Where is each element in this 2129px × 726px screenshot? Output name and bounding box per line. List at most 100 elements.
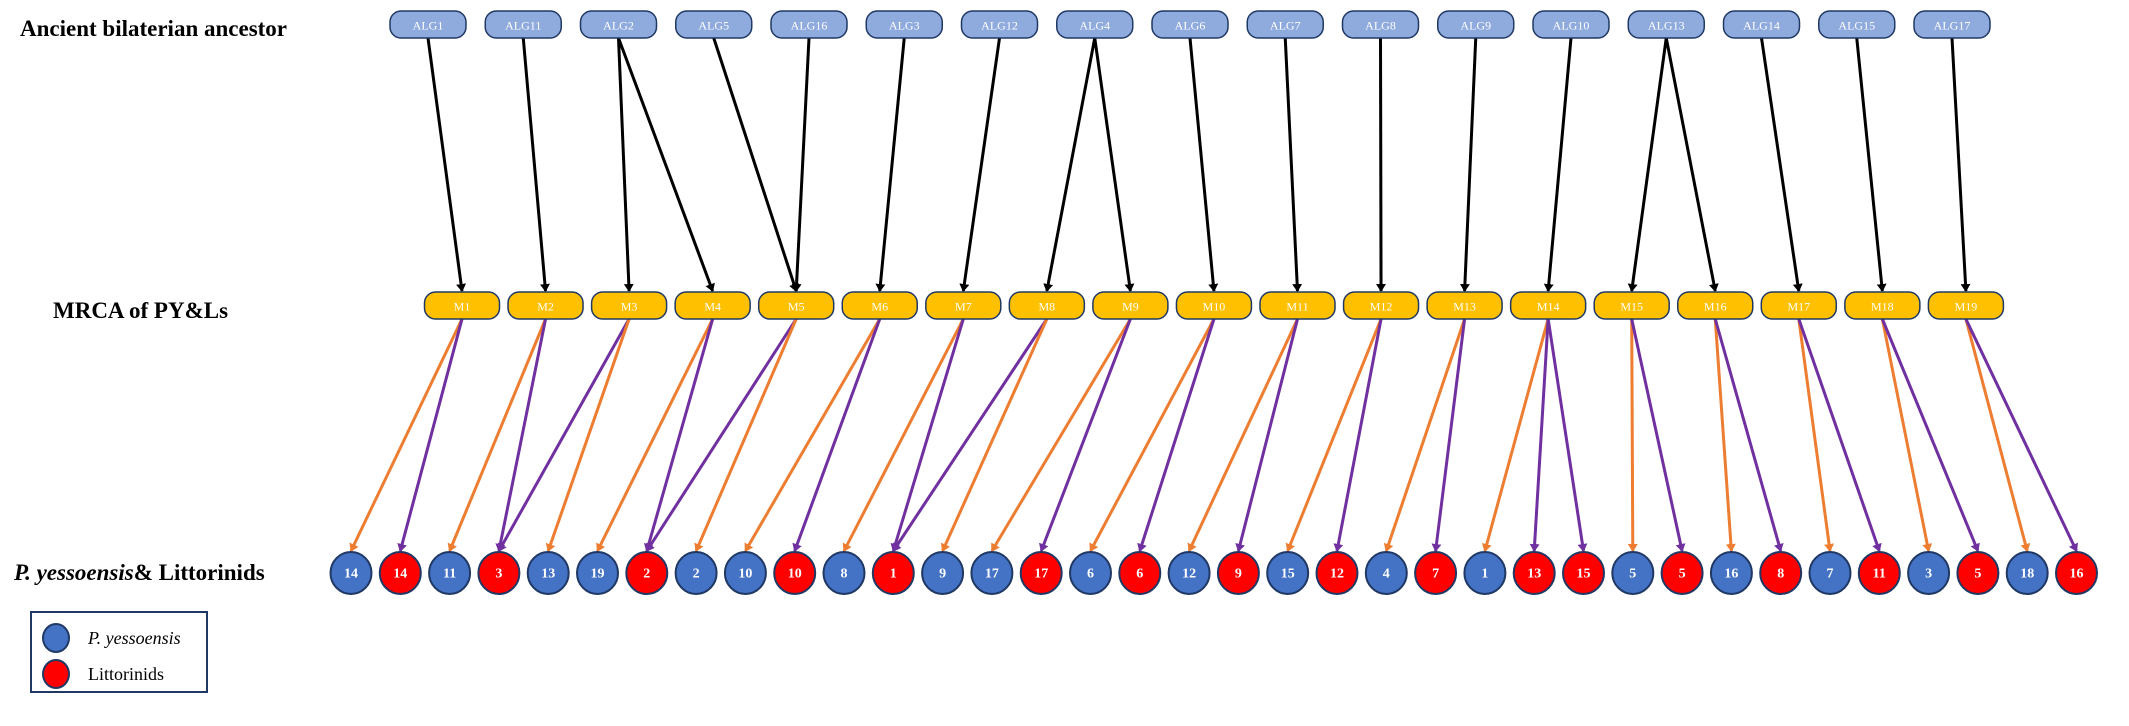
chromosome-circle: [625, 551, 669, 595]
alg-node-alg8: ALG8: [1341, 10, 1420, 39]
alg-node-label: ALG8: [1365, 19, 1396, 33]
chromosome-circle: [970, 551, 1014, 595]
mrca-node-m16: M16: [1677, 291, 1754, 320]
mrca-node-box: [1175, 291, 1253, 320]
mrca-node-label: M18: [1871, 300, 1894, 314]
chromosome-circle: [2005, 551, 2049, 595]
alg-node-alg11: ALG11: [484, 10, 562, 39]
chromosome-circle: [1216, 551, 1260, 595]
p-yessoensis-chromosome-8: 8: [822, 551, 866, 595]
mrca-node-box: [1259, 291, 1336, 320]
edge-M11-chr-17: [1187, 318, 1299, 552]
alg-node-label: ALG9: [1460, 19, 1491, 33]
alg-node-alg6: ALG6: [1151, 10, 1229, 39]
mrca-node-m2: M2: [507, 291, 584, 320]
alg-node-label: ALG3: [889, 19, 920, 33]
alg-node-label: ALG4: [1079, 19, 1110, 33]
chromosome-circle: [1315, 551, 1359, 595]
chromosome-label: 8: [841, 567, 848, 582]
alg-node-box: [675, 10, 753, 39]
edge-ALG12-M7: [959, 37, 1001, 292]
p-yessoensis-chromosome-12: 12: [1167, 551, 1211, 595]
edge-M18-chr-32: [1880, 318, 1933, 552]
littorinid-chromosome-2: 2: [625, 551, 669, 595]
mrca-node-m7: M7: [925, 291, 1002, 320]
edge-M15-chr-26: [1627, 318, 1638, 552]
littorinid-chromosome-9: 9: [1216, 551, 1260, 595]
edge-ALG6-M10: [1188, 37, 1219, 292]
edge-M9-chr-13: [990, 318, 1132, 552]
littorinid-chromosome-12: 12: [1315, 551, 1359, 595]
edge-M13-chr-21: [1383, 318, 1467, 552]
chromosome-label: 12: [1182, 567, 1196, 582]
alg-node-label: ALG15: [1838, 19, 1875, 33]
mrca-node-label: M2: [537, 300, 554, 314]
chromosome-label: 1: [1481, 567, 1488, 582]
chromosome-label: 2: [693, 567, 700, 582]
alg-node-box: [1818, 10, 1896, 39]
chromosome-label: 5: [1974, 567, 1981, 582]
mrca-node-box: [1844, 291, 1921, 320]
chromosome-circle: [674, 551, 718, 595]
chromosome-circle: [1414, 551, 1458, 595]
alg-node-box: [1913, 10, 1991, 39]
legend-label-littorinids: Littorinids: [88, 663, 164, 684]
alg-node-alg4: ALG4: [1056, 10, 1134, 39]
label-ancient-bilaterian-ancestor: Ancient bilaterian ancestor: [20, 16, 288, 41]
chromosome-label: 6: [1087, 567, 1094, 582]
p-yessoensis-chromosome-17: 17: [970, 551, 1014, 595]
chromosome-circle: [329, 551, 373, 595]
edge-M19-chr-35: [1964, 318, 2079, 552]
alg-node-box: [865, 10, 943, 39]
chromosome-circle: [1660, 551, 1704, 595]
alg-node-box: [1722, 10, 1801, 39]
edge-M14-chr-23: [1481, 318, 1550, 552]
mrca-node-label: M6: [871, 300, 888, 314]
chromosome-label: 6: [1136, 567, 1143, 582]
edge-M4-chr-5: [596, 318, 714, 552]
alg-node-label: ALG16: [791, 19, 828, 33]
littorinid-chromosome-13: 13: [1512, 551, 1556, 595]
alg-node-box: [484, 10, 562, 39]
chromosome-circle: [921, 551, 965, 595]
p-yessoensis-chromosome-3: 3: [1907, 551, 1951, 595]
alg-node-box: [1341, 10, 1420, 39]
chromosome-circle: [1266, 551, 1310, 595]
edge-ALG17-M19: [1950, 37, 1971, 292]
chromosome-label: 15: [1281, 567, 1295, 582]
edge-M1-chr-1: [397, 318, 464, 552]
p-yessoensis-chromosome-10: 10: [723, 551, 767, 595]
chromosome-label: 9: [1235, 567, 1242, 582]
chromosome-circle: [1907, 551, 1951, 595]
mrca-node-label: M17: [1787, 300, 1810, 314]
chromosome-circle: [477, 551, 521, 595]
edge-ALG4-M8: [1043, 37, 1097, 292]
mrca-node-m5: M5: [757, 291, 835, 320]
alg-node-alg3: ALG3: [865, 10, 943, 39]
label-species-rest: & Littorinids: [133, 560, 265, 585]
legend: P. yessoensis Littorinids: [30, 611, 208, 693]
alg-node-alg7: ALG7: [1246, 10, 1324, 39]
alg-node-box: [770, 10, 848, 39]
chromosome-circle: [1118, 551, 1162, 595]
alg-node-alg10: ALG10: [1532, 10, 1610, 39]
edge-M6-chr-8: [744, 318, 882, 552]
alg-node-box: [1151, 10, 1229, 39]
chromosome-label: 10: [788, 567, 802, 582]
mrca-node-box: [507, 291, 584, 320]
legend-dot-blue: [42, 623, 70, 653]
edge-ALG1-M1: [426, 37, 467, 292]
littorinid-chromosome-15: 15: [1562, 551, 1605, 595]
chromosome-label: 2: [643, 567, 650, 582]
littorinid-chromosome-7: 7: [1414, 551, 1458, 595]
edge-M17-chr-31: [1797, 318, 1882, 552]
p-yessoensis-chromosome-16: 16: [1709, 551, 1753, 595]
mrca-node-box: [1509, 291, 1587, 320]
mrca-node-m6: M6: [841, 291, 918, 320]
littorinid-chromosome-5: 5: [1660, 551, 1704, 595]
chromosome-circle: [1808, 551, 1852, 595]
p-yessoensis-chromosome-5: 5: [1611, 551, 1655, 595]
mrca-node-box: [925, 291, 1002, 320]
chromosome-label: 3: [495, 567, 502, 582]
alg-node-alg2: ALG2: [579, 10, 658, 39]
